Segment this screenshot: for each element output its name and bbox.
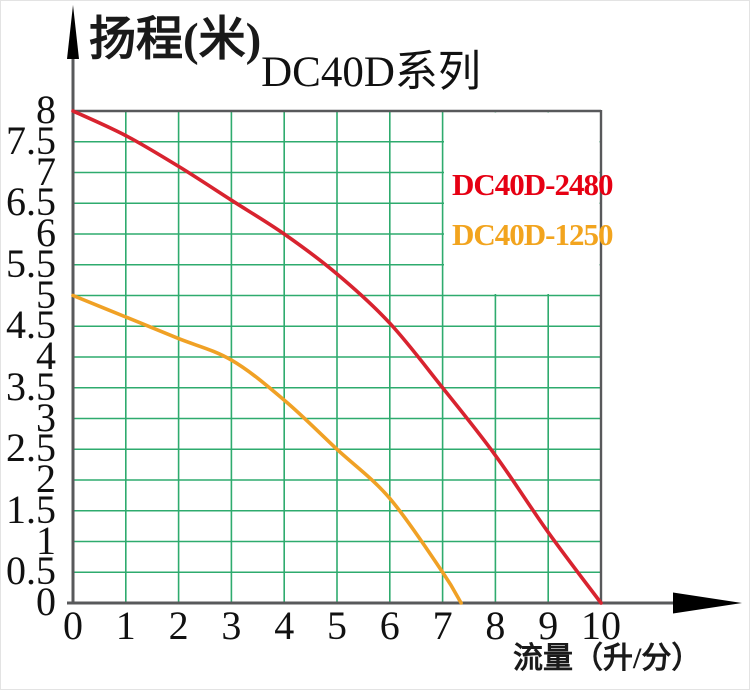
legend-panel [444, 112, 600, 294]
x-tick-label: 4 [274, 603, 295, 648]
chart-title: DC40D系列 [261, 49, 481, 96]
y-tick-label: 2 [36, 456, 56, 501]
y-tick-label: 4 [36, 333, 56, 378]
y-tick-label: 0.5 [6, 548, 56, 594]
legend-label-dc40d-2480: DC40D-2480 [452, 167, 614, 202]
y-tick-label: 3 [36, 394, 56, 440]
y-axis-arrow-icon [67, 5, 79, 59]
x-tick-label: 5 [327, 603, 347, 648]
y-tick-label: 8 [36, 87, 56, 132]
legend-label-dc40d-1250: DC40D-1250 [452, 217, 614, 252]
y-tick-label: 0 [36, 579, 56, 624]
y-tick-label: 4.5 [6, 302, 56, 348]
x-axis-arrow-icon [673, 592, 742, 614]
x-axis-title: 流量（升/分） [513, 642, 702, 675]
x-tick-label: 8 [485, 603, 506, 648]
y-tick-label: 6 [36, 210, 56, 255]
curve-dc40d-2480 [71, 109, 603, 605]
x-tick-label: 6 [379, 603, 400, 648]
x-tick-label: 0 [63, 603, 83, 648]
x-tick-label: 3 [221, 603, 242, 648]
y-tick-label: 7 [36, 148, 56, 194]
curve-dc40d-1250 [71, 293, 463, 605]
x-tick-label: 2 [168, 603, 189, 648]
x-tick-label: 10 [581, 603, 621, 648]
y-axis-title: 扬程(米) [89, 14, 262, 66]
y-tick-label: 3.5 [6, 363, 56, 409]
y-tick-label: 1.5 [6, 486, 56, 532]
y-tick-label: 7.5 [6, 117, 56, 163]
y-tick-label: 6.5 [6, 179, 56, 225]
y-tick-label: 2.5 [6, 425, 56, 471]
y-tick-label: 1 [36, 517, 56, 563]
y-tick-label: 5.5 [6, 240, 56, 286]
x-tick-label: 9 [538, 603, 559, 648]
y-tick-label: 5 [36, 271, 56, 317]
x-tick-label: 7 [432, 603, 453, 648]
x-tick-label: 1 [115, 603, 136, 648]
